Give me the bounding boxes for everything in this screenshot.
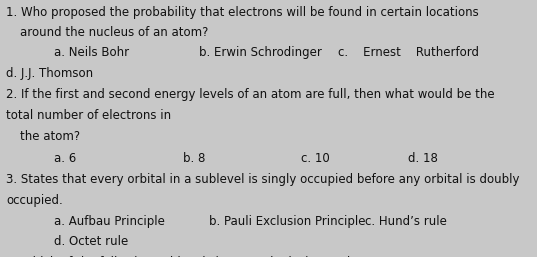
Text: d. J.J. Thomson: d. J.J. Thomson <box>6 67 93 80</box>
Text: d. Octet rule: d. Octet rule <box>54 235 128 248</box>
Text: total number of electrons in: total number of electrons in <box>6 109 171 122</box>
Text: 3. States that every orbital in a sublevel is singly occupied before any orbital: 3. States that every orbital in a sublev… <box>6 173 520 186</box>
Text: a. Aufbau Principle: a. Aufbau Principle <box>54 215 164 228</box>
Text: c. 10: c. 10 <box>301 152 330 165</box>
Text: b. Erwin Schrodinger: b. Erwin Schrodinger <box>199 46 322 59</box>
Text: c. Hund’s rule: c. Hund’s rule <box>365 215 447 228</box>
Text: b. Pauli Exclusion Principle: b. Pauli Exclusion Principle <box>209 215 366 228</box>
Text: around the nucleus of an atom?: around the nucleus of an atom? <box>20 26 209 39</box>
Text: b. 8: b. 8 <box>183 152 205 165</box>
Text: d. 18: d. 18 <box>408 152 438 165</box>
Text: 1. Who proposed the probability that electrons will be found in certain location: 1. Who proposed the probability that ele… <box>6 6 479 20</box>
Text: a. 6: a. 6 <box>54 152 76 165</box>
Text: 2. If the first and second energy levels of an atom are full, then what would be: 2. If the first and second energy levels… <box>6 88 495 101</box>
Text: c.    Ernest    Rutherford: c. Ernest Rutherford <box>338 46 480 59</box>
Text: 4. Which of the following sublevels is correctly designated?: 4. Which of the following sublevels is c… <box>6 256 357 257</box>
Text: occupied.: occupied. <box>6 194 63 207</box>
Text: the atom?: the atom? <box>20 130 81 143</box>
Text: a. Neils Bohr: a. Neils Bohr <box>54 46 129 59</box>
